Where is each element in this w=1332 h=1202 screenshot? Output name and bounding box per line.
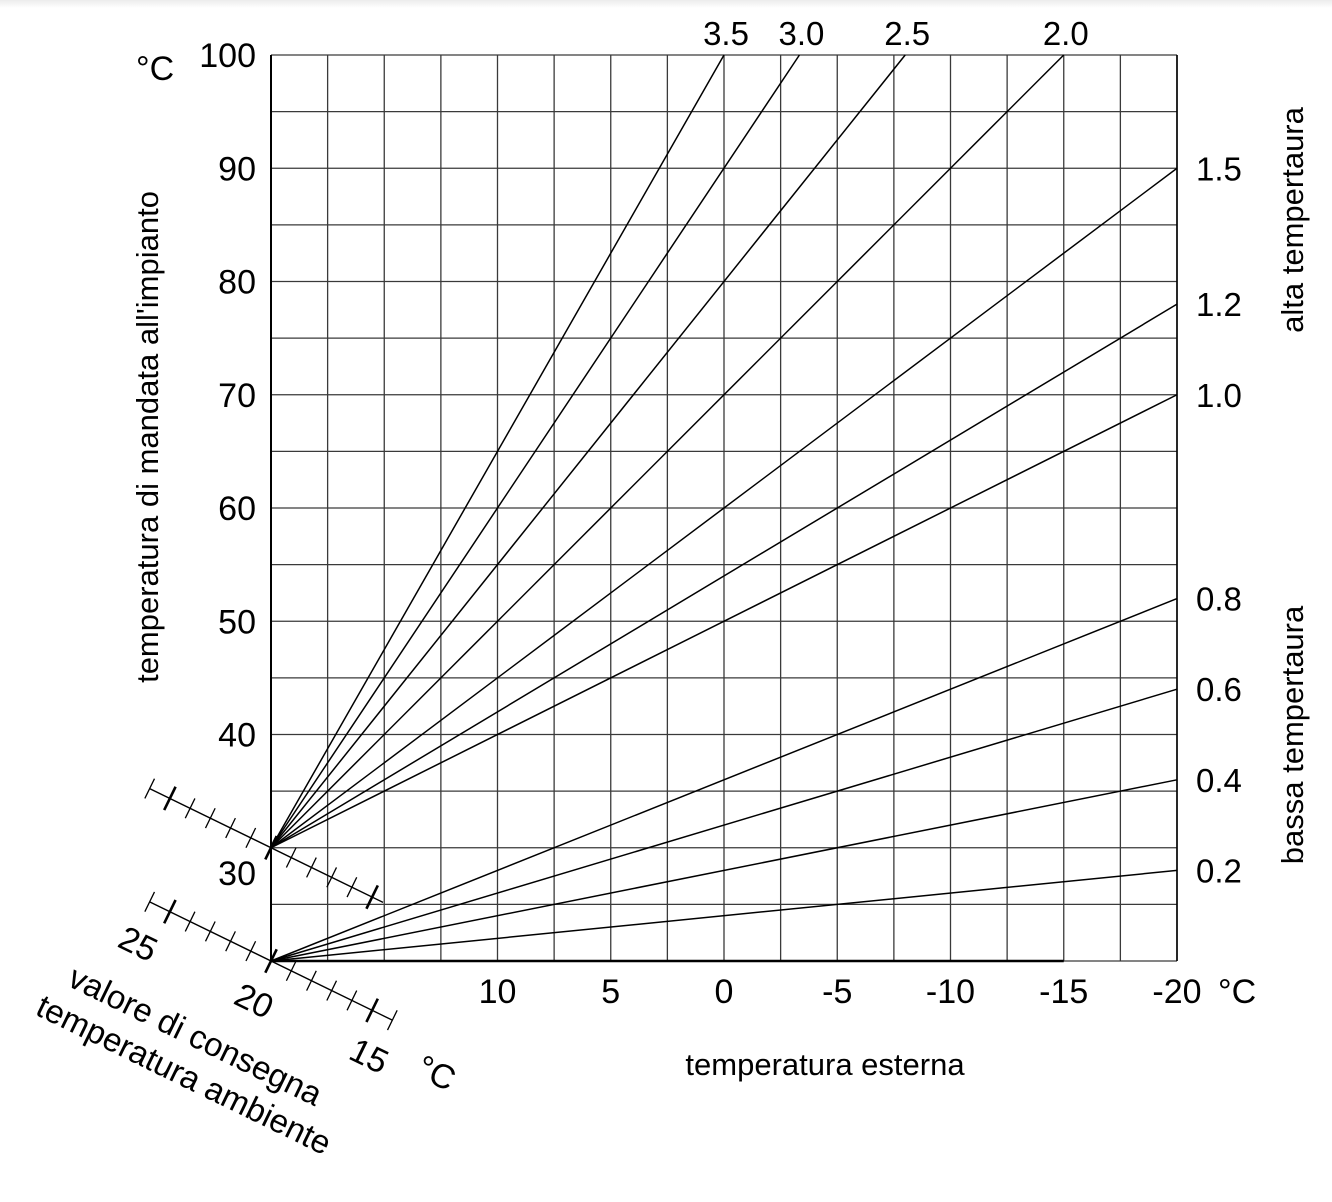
curve-2.0 (270, 54, 1065, 849)
y-axis-title: temperatura di mandata all'impianto (130, 191, 165, 683)
curve-label-1.2: 1.2 (1196, 286, 1242, 323)
x-tick--15: -15 (1039, 973, 1088, 1011)
bassa-temperatura-label: bassa tempertaura (1275, 605, 1310, 864)
x-tick-0: 0 (715, 973, 734, 1011)
curve-0.2 (270, 869, 1178, 962)
y-tick-60: 60 (218, 490, 256, 528)
top-fade (0, 0, 1332, 8)
curve-0.8 (270, 597, 1178, 962)
setpoint-minor-tick (306, 857, 317, 878)
setpoint-major-tick (163, 899, 177, 924)
curve-3.5 (270, 54, 725, 849)
tick-labels: 3.5 3.0 2.5 2.01.51.21.00.80.60.40.21009080… (199, 15, 1242, 1011)
y-tick-50: 50 (218, 603, 256, 641)
setpoint-minor-tick (225, 931, 236, 952)
setpoint-minor-tick (326, 867, 338, 888)
setpoint-minor-tick (326, 980, 338, 1001)
heating-curves (270, 54, 1178, 962)
curve-1.5 (270, 167, 1178, 849)
setpoint-minor-tick (204, 807, 216, 829)
y-tick-90: 90 (218, 150, 256, 188)
setpoint-scales (144, 778, 398, 1031)
setpoint-minor-tick (204, 921, 216, 942)
setpoint-major-tick (264, 948, 278, 974)
setpoint-tick-15: 15 (343, 1031, 394, 1082)
setpoint-minor-tick (386, 1010, 398, 1031)
x-unit-label: °C (1218, 973, 1256, 1011)
curve-label-0.8: 0.8 (1196, 581, 1242, 618)
curve-label-2.5: 2.5 (884, 15, 930, 52)
curve-0.6 (270, 688, 1178, 962)
grid (270, 54, 1178, 963)
setpoint-minor-tick (184, 798, 196, 819)
setpoint-minor-tick (306, 970, 317, 991)
curve-label-2.0: 2.0 (1043, 15, 1089, 52)
setpoint-minor-tick (245, 827, 257, 849)
x-tick-10: 10 (479, 973, 517, 1011)
curve-1.0 (270, 394, 1178, 849)
setpoint-tick-25: 25 (112, 919, 163, 970)
x-tick--20: -20 (1152, 973, 1201, 1011)
curve-3.0 (270, 54, 801, 849)
setpoint-unit-label: °C (410, 1048, 461, 1099)
setpoint-minor-tick (346, 990, 358, 1011)
curve-label-1.5: 1.5 (1196, 150, 1242, 187)
setpoint-major-tick (365, 884, 379, 910)
curve-label-0.2: 0.2 (1196, 852, 1242, 889)
setpoint-minor-tick (144, 778, 156, 799)
setpoint-major-tick (365, 998, 379, 1023)
y-unit-label: °C (136, 50, 174, 88)
setpoint-tick-20: 20 (228, 976, 279, 1027)
setpoint-minor-tick (285, 960, 297, 982)
setpoint-minor-tick (144, 891, 156, 912)
curve-1.2 (270, 303, 1178, 849)
x-axis-title: temperatura esterna (685, 1047, 965, 1082)
setpoint-minor-tick (245, 940, 257, 962)
curve-label-3.0: 3.0 (778, 15, 824, 52)
setpoint-minor-tick (285, 847, 297, 868)
y-tick-40: 40 (218, 717, 256, 755)
x-tick--10: -10 (926, 973, 975, 1011)
curve-label-0.4: 0.4 (1196, 762, 1242, 799)
alta-temperatura-label: alta tempertaura (1275, 106, 1310, 332)
y-tick-100: 100 (199, 37, 256, 75)
y-tick-30: 30 (218, 855, 256, 893)
curve-0.4 (270, 779, 1178, 962)
curve-label-0.6: 0.6 (1196, 671, 1242, 708)
curve-label-3.5: 3.5 (703, 15, 749, 52)
setpoint-major-tick (163, 786, 177, 811)
x-tick--5: -5 (822, 973, 852, 1011)
setpoint-major-tick (264, 835, 278, 861)
y-tick-70: 70 (218, 377, 256, 415)
curve-2.5 (270, 54, 906, 849)
setpoint-minor-tick (346, 877, 358, 898)
setpoint-scale-line (149, 787, 384, 904)
y-tick-80: 80 (218, 264, 256, 302)
setpoint-minor-tick (225, 817, 236, 839)
x-tick-5: 5 (601, 973, 620, 1011)
setpoint-minor-tick (184, 911, 196, 932)
curve-label-1.0: 1.0 (1196, 377, 1242, 414)
